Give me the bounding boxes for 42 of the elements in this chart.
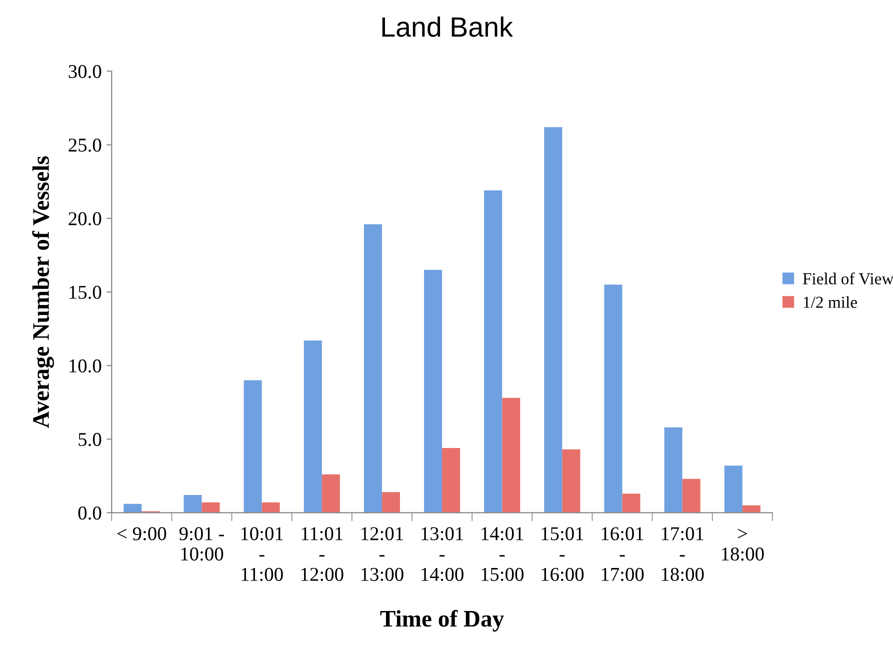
x-tick-label: 16:01 - 17:00 [602,527,644,582]
bar [442,448,460,513]
y-tick-label: 10.0 [70,359,102,373]
x-tick-label: 15:01 - 16:00 [542,527,584,582]
y-tick-label: 20.0 [68,212,102,226]
bar [484,190,502,513]
bar [622,494,640,513]
bar [664,427,682,513]
y-tick-label: 30.0 [68,64,102,78]
bar [124,504,142,513]
x-tick-label: 17:01 - 18:00 [662,527,704,582]
y-axis-title: Average Number of Vessels [32,156,54,428]
y-tick-label: 15.0 [70,286,102,299]
x-axis-title: Time of Day [380,610,504,632]
bar [682,478,700,513]
x-tick-label: 14:01 - 15:00 [482,527,524,582]
bar [382,492,400,513]
bar [424,270,442,513]
bar [724,466,742,513]
bar [184,495,202,513]
x-tick-label: 11:01 - 12:00 [301,527,344,582]
x-tick-label: 13:01 - 14:00 [422,527,464,582]
x-tick-label: 12:01 - 13:00 [362,527,404,582]
bar [262,502,280,513]
legend-label: 1/2 mile [804,296,857,308]
bar [304,340,322,513]
chart-title: Land Bank [382,16,513,37]
bar [544,127,562,513]
bar [202,502,220,513]
y-tick-label: 5.0 [78,432,102,446]
bar [244,380,262,513]
bar [604,284,622,513]
y-tick-label: 25.0 [68,138,102,152]
bar [364,224,382,513]
x-tick-label: > 18:00 [722,528,764,561]
bar [562,449,580,513]
x-tick-label: 9:01 - 10:00 [179,527,224,561]
x-tick-label: 10:01 - 11:00 [241,527,283,582]
bar [502,398,520,513]
bar [322,474,340,513]
y-tick-label: 0.0 [78,506,102,520]
x-tick-label: < 9:00 [117,527,166,540]
